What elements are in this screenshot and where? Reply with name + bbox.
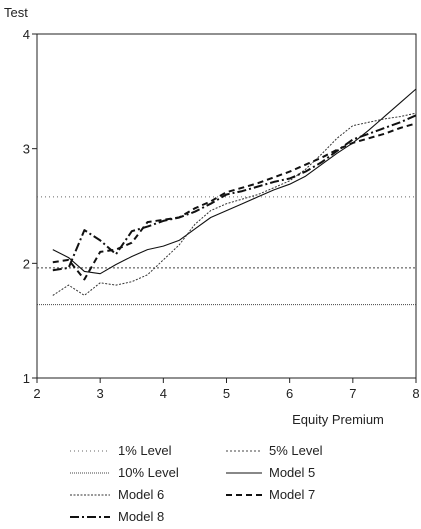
x-tick-label: 2 bbox=[33, 386, 40, 401]
x-axis-label: Equity Premium bbox=[292, 412, 384, 427]
x-tick-label: 8 bbox=[412, 386, 419, 401]
y-tick-label: 3 bbox=[23, 142, 30, 157]
series-line-model-6 bbox=[52, 112, 417, 296]
legend-label: Model 5 bbox=[269, 465, 315, 480]
series-line-model-5 bbox=[52, 88, 417, 275]
x-ticks: 2 3 4 5 6 7 8 bbox=[33, 378, 420, 401]
x-tick-label: 6 bbox=[286, 386, 293, 401]
plot-frame bbox=[36, 33, 417, 379]
series-line-model-7 bbox=[52, 122, 417, 281]
legend-label: 5% Level bbox=[269, 443, 323, 458]
y-ticks: 1 2 3 4 bbox=[23, 27, 37, 386]
x-tick-label: 5 bbox=[223, 386, 230, 401]
legend-item-model-7: Model 7 bbox=[226, 487, 315, 502]
legend-label: Model 8 bbox=[118, 509, 164, 524]
y-tick-label: 4 bbox=[23, 27, 30, 42]
legend-item-5pct-level: 5% Level bbox=[226, 443, 323, 458]
y-tick-label: 2 bbox=[23, 256, 30, 271]
series-lines bbox=[52, 88, 417, 296]
legend-item-1pct-level: 1% Level bbox=[70, 443, 172, 458]
legend-label: Model 6 bbox=[118, 487, 164, 502]
y-tick-label: 1 bbox=[23, 371, 30, 386]
legend-item-10pct-level: 10% Level bbox=[70, 465, 179, 480]
series-line-model-8 bbox=[52, 114, 417, 272]
x-tick-label: 3 bbox=[97, 386, 104, 401]
x-tick-label: 7 bbox=[349, 386, 356, 401]
legend-label: 10% Level bbox=[118, 465, 179, 480]
legend-item-model-5: Model 5 bbox=[226, 465, 315, 480]
legend-item-model-8: Model 8 bbox=[70, 509, 164, 524]
legend-item-model-6: Model 6 bbox=[70, 487, 164, 502]
legend-label: Model 7 bbox=[269, 487, 315, 502]
reference-lines bbox=[37, 196, 416, 306]
y-axis-label: Test bbox=[4, 5, 28, 20]
legend-label: 1% Level bbox=[118, 443, 172, 458]
x-tick-label: 4 bbox=[160, 386, 167, 401]
legend: 1% Level 5% Level 10% Level Model 5 Model 6 M… bbox=[70, 443, 323, 524]
